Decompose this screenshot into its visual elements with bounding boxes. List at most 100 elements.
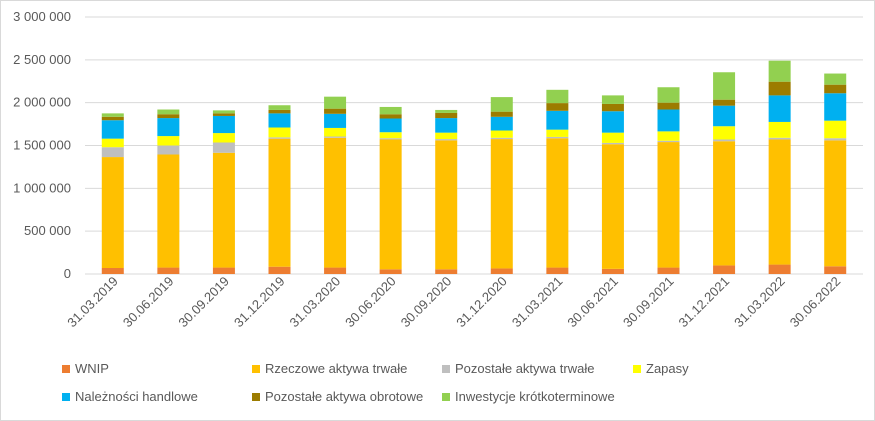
- x-tick-label: 30.09.2019: [175, 274, 232, 331]
- bar-segment: [713, 105, 736, 127]
- bar-segment: [657, 87, 680, 103]
- bar-segment: [490, 130, 513, 138]
- bar-segment: [379, 269, 402, 274]
- bar-segment: [157, 154, 180, 268]
- bar-segment: [268, 109, 291, 114]
- y-tick-label: 500 000: [24, 223, 71, 238]
- bar-segment: [268, 105, 291, 110]
- bar-segment: [601, 268, 624, 274]
- bar-segment: [546, 267, 569, 274]
- bar-segment: [601, 111, 624, 133]
- bar-segment: [157, 118, 180, 137]
- bar-segment: [379, 106, 402, 115]
- bars: [101, 60, 847, 274]
- bar-segment: [157, 267, 180, 274]
- bar-segment: [324, 96, 347, 109]
- bar-segment: [268, 127, 291, 138]
- bar-segment: [657, 140, 680, 143]
- bar-segment: [824, 266, 847, 274]
- bar-segment: [768, 137, 791, 140]
- bar-segment: [212, 113, 235, 116]
- bar-segment: [657, 102, 680, 110]
- bar-segment: [601, 132, 624, 143]
- x-axis-ticks: 31.03.201930.06.201930.09.201931.12.2019…: [64, 274, 843, 331]
- bar-segment: [768, 60, 791, 82]
- bar-segment: [601, 103, 624, 112]
- bar-segment: [768, 264, 791, 274]
- x-tick-label: 30.06.2022: [787, 274, 844, 331]
- x-tick-label: 31.12.2020: [453, 274, 510, 331]
- bar-segment: [101, 138, 124, 148]
- bar-segment: [490, 97, 513, 112]
- bar-segment: [324, 113, 347, 128]
- bar-segment: [212, 267, 235, 274]
- bar-segment: [212, 152, 235, 268]
- gridlines: [85, 16, 863, 275]
- bar-segment: [546, 129, 569, 137]
- bar-segment: [268, 266, 291, 274]
- bar-segment: [657, 109, 680, 132]
- bar-segment: [435, 118, 458, 133]
- bar-segment: [490, 116, 513, 131]
- y-axis-ticks: 0 500 000 1 000 000 1 500 000 2 000 000 2 500…: [13, 9, 71, 281]
- bar-segment: [435, 140, 458, 270]
- bar-segment: [546, 103, 569, 111]
- bar-segment: [379, 139, 402, 270]
- bar-segment: [435, 132, 458, 140]
- x-tick-label: 30.09.2020: [398, 274, 455, 331]
- x-tick-label: 30.06.2019: [120, 274, 177, 331]
- bar-segment: [101, 268, 124, 274]
- y-tick-label: 2 000 000: [13, 95, 71, 110]
- bar-segment: [101, 113, 124, 117]
- bar-segment: [435, 109, 458, 113]
- bar-segment: [657, 131, 680, 141]
- bar-segment: [157, 136, 180, 146]
- bar-segment: [601, 144, 624, 269]
- bar-segment: [212, 142, 235, 153]
- x-tick-label: 31.03.2019: [64, 274, 121, 331]
- x-tick-label: 31.03.2022: [731, 274, 788, 331]
- bar-segment: [824, 84, 847, 94]
- bar-segment: [379, 114, 402, 119]
- bar-segment: [824, 138, 847, 141]
- bar-segment: [324, 127, 347, 137]
- bar-segment: [324, 136, 347, 138]
- bar-segment: [546, 138, 569, 268]
- bar-segment: [546, 89, 569, 104]
- bar-segment: [713, 72, 736, 100]
- y-tick-label: 0: [64, 266, 71, 281]
- bar-segment: [101, 120, 124, 139]
- bar-segment: [768, 81, 791, 96]
- bar-segment: [657, 142, 680, 268]
- bar-segment: [546, 136, 569, 139]
- bar-segment: [768, 121, 791, 138]
- bar-segment: [157, 114, 180, 119]
- bar-segment: [768, 139, 791, 265]
- bar-segment: [435, 269, 458, 274]
- x-tick-label: 30.06.2020: [342, 274, 399, 331]
- x-tick-label: 30.06.2021: [564, 274, 621, 331]
- x-tick-label: 31.12.2019: [231, 274, 288, 331]
- bar-segment: [379, 132, 402, 139]
- bar-segment: [268, 113, 291, 128]
- bar-segment: [212, 133, 235, 143]
- x-tick-label: 31.12.2021: [676, 274, 733, 331]
- y-tick-label: 3 000 000: [13, 9, 71, 24]
- bar-segment: [490, 268, 513, 274]
- bar-segment: [157, 145, 180, 155]
- bar-segment: [546, 110, 569, 130]
- bar-segment: [490, 139, 513, 269]
- y-tick-label: 1 500 000: [13, 138, 71, 153]
- bar-segment: [379, 118, 402, 133]
- bar-segment: [435, 139, 458, 141]
- bar-segment: [268, 137, 291, 139]
- bar-segment: [713, 139, 736, 142]
- bar-segment: [101, 157, 124, 269]
- bar-segment: [601, 142, 624, 145]
- bar-segment: [824, 73, 847, 85]
- bar-segment: [212, 110, 235, 114]
- bar-segment: [713, 99, 736, 106]
- bar-segment: [490, 111, 513, 117]
- x-tick-label: 30.09.2021: [620, 274, 677, 331]
